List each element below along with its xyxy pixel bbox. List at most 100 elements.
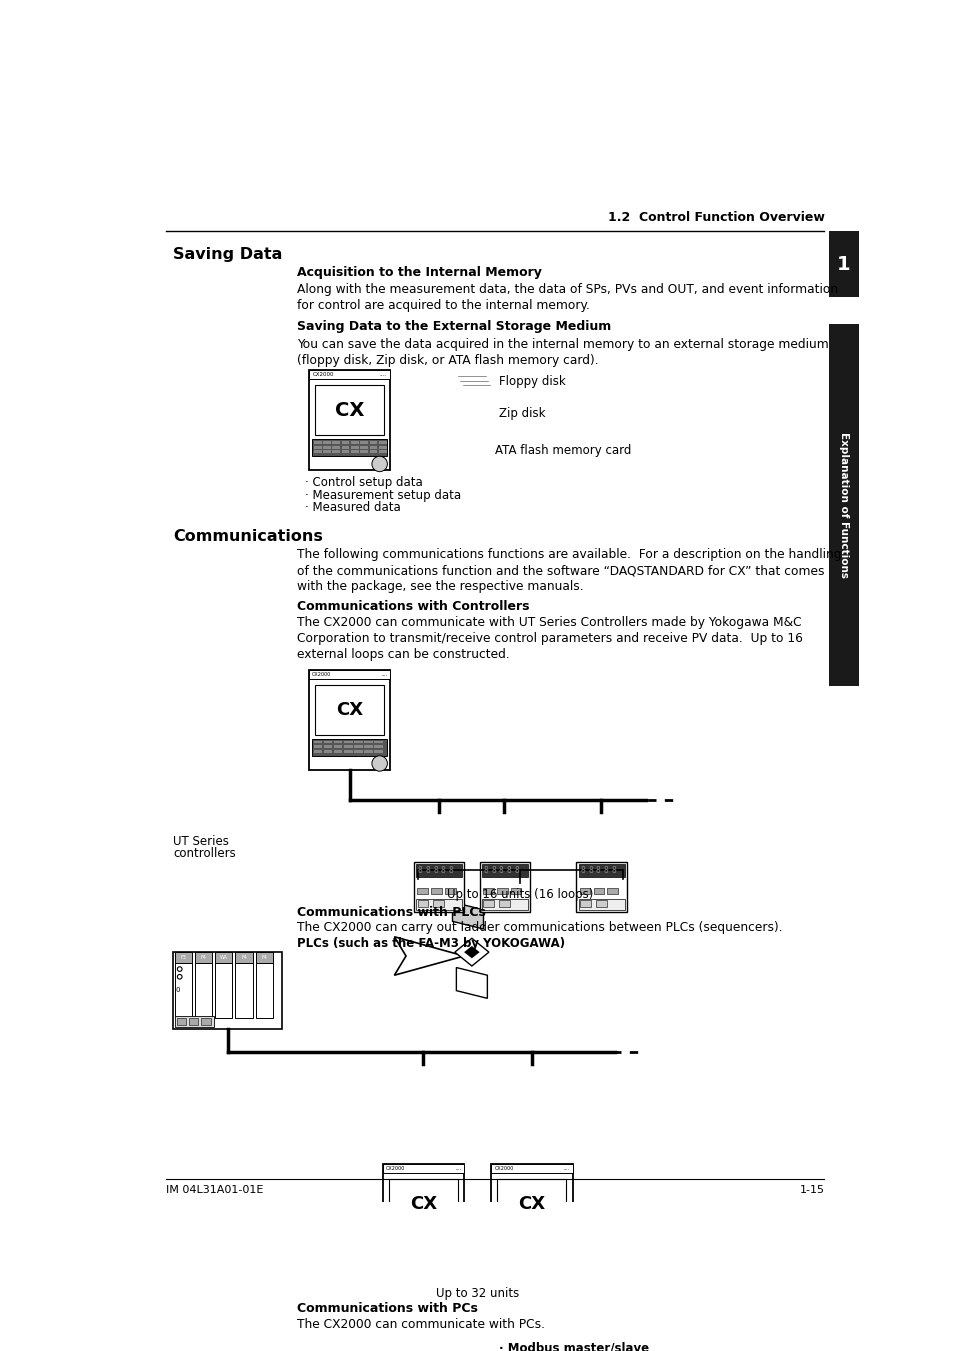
FancyBboxPatch shape xyxy=(579,900,591,908)
Text: · Measured data: · Measured data xyxy=(305,501,400,513)
FancyBboxPatch shape xyxy=(417,900,428,908)
FancyBboxPatch shape xyxy=(354,746,362,748)
FancyBboxPatch shape xyxy=(312,439,387,457)
Text: UT Series: UT Series xyxy=(173,835,229,848)
FancyBboxPatch shape xyxy=(309,370,390,470)
Text: IM 04L31A01-01E: IM 04L31A01-01E xyxy=(166,1185,263,1194)
FancyBboxPatch shape xyxy=(427,1244,436,1247)
FancyBboxPatch shape xyxy=(354,740,362,743)
FancyBboxPatch shape xyxy=(482,888,493,894)
FancyBboxPatch shape xyxy=(525,1235,534,1238)
FancyBboxPatch shape xyxy=(516,1240,524,1243)
Text: of the communications function and the software “DAQSTANDARD for CX” that comes: of the communications function and the s… xyxy=(297,565,824,577)
Text: Floppy disk: Floppy disk xyxy=(498,376,565,388)
Text: Communications with Controllers: Communications with Controllers xyxy=(297,600,530,613)
FancyBboxPatch shape xyxy=(201,1017,211,1025)
FancyBboxPatch shape xyxy=(215,963,233,1017)
FancyBboxPatch shape xyxy=(387,1235,395,1238)
FancyBboxPatch shape xyxy=(416,865,461,877)
Circle shape xyxy=(372,457,387,471)
Text: 1-15: 1-15 xyxy=(799,1185,823,1194)
Text: Along with the measurement data, the data of SPs, PVs and OUT, and event informa: Along with the measurement data, the dat… xyxy=(297,282,838,296)
FancyBboxPatch shape xyxy=(546,1244,555,1247)
FancyBboxPatch shape xyxy=(483,900,494,908)
Text: 8: 8 xyxy=(440,866,445,875)
FancyBboxPatch shape xyxy=(417,1244,426,1247)
Text: 8: 8 xyxy=(596,866,600,875)
FancyBboxPatch shape xyxy=(505,1235,514,1238)
FancyBboxPatch shape xyxy=(374,740,382,743)
FancyBboxPatch shape xyxy=(312,739,387,755)
FancyBboxPatch shape xyxy=(215,952,233,963)
Text: ....: .... xyxy=(563,1166,569,1171)
FancyBboxPatch shape xyxy=(334,750,342,753)
FancyBboxPatch shape xyxy=(364,750,373,753)
FancyBboxPatch shape xyxy=(189,1017,198,1025)
Text: The following communications functions are available.  For a description on the : The following communications functions a… xyxy=(297,549,841,561)
FancyBboxPatch shape xyxy=(255,963,273,1017)
Text: 8: 8 xyxy=(483,866,488,875)
Text: F4: F4 xyxy=(261,955,267,961)
FancyBboxPatch shape xyxy=(427,1240,436,1243)
Text: F4: F4 xyxy=(241,955,247,961)
Text: 8: 8 xyxy=(514,866,518,875)
Text: Up to 16 units (16 loops): Up to 16 units (16 loops) xyxy=(447,888,593,901)
Text: CX2000: CX2000 xyxy=(385,1166,405,1171)
FancyBboxPatch shape xyxy=(479,862,530,912)
Text: CX: CX xyxy=(410,1196,436,1213)
Text: with the package, see the respective manuals.: with the package, see the respective man… xyxy=(297,580,583,593)
Text: 8: 8 xyxy=(611,866,616,875)
FancyBboxPatch shape xyxy=(360,442,368,444)
Text: F3: F3 xyxy=(180,955,187,961)
FancyBboxPatch shape xyxy=(828,231,858,297)
FancyBboxPatch shape xyxy=(505,1244,514,1247)
Text: The CX2000 can carry out ladder communications between PLCs (sequencers).: The CX2000 can carry out ladder communic… xyxy=(297,921,782,935)
Text: Corporation to transmit/receive control parameters and receive PV data.  Up to 1: Corporation to transmit/receive control … xyxy=(297,632,802,644)
FancyBboxPatch shape xyxy=(387,1244,395,1247)
Text: F4: F4 xyxy=(200,955,207,961)
FancyBboxPatch shape xyxy=(332,446,340,449)
FancyBboxPatch shape xyxy=(369,446,377,449)
Text: CX2000: CX2000 xyxy=(494,1166,513,1171)
Text: (floppy disk, Zip disk, or ATA flash memory card).: (floppy disk, Zip disk, or ATA flash mem… xyxy=(297,354,598,367)
FancyBboxPatch shape xyxy=(481,865,527,877)
FancyBboxPatch shape xyxy=(334,746,342,748)
FancyBboxPatch shape xyxy=(556,1240,564,1243)
Text: 1: 1 xyxy=(836,255,850,274)
FancyBboxPatch shape xyxy=(315,685,384,735)
FancyBboxPatch shape xyxy=(195,952,212,963)
FancyBboxPatch shape xyxy=(447,1244,456,1247)
FancyBboxPatch shape xyxy=(397,1240,406,1243)
Text: 8: 8 xyxy=(433,866,437,875)
FancyBboxPatch shape xyxy=(397,1235,406,1238)
FancyBboxPatch shape xyxy=(431,888,441,894)
FancyBboxPatch shape xyxy=(828,324,858,686)
FancyBboxPatch shape xyxy=(378,446,386,449)
Text: · Control setup data: · Control setup data xyxy=(305,477,422,489)
Text: Up to 32 units: Up to 32 units xyxy=(436,1288,518,1300)
Text: Communications with PLCs: Communications with PLCs xyxy=(297,907,486,919)
FancyBboxPatch shape xyxy=(314,442,321,444)
Text: 8: 8 xyxy=(425,866,430,875)
Text: Saving Data to the External Storage Medium: Saving Data to the External Storage Medi… xyxy=(297,320,611,332)
FancyBboxPatch shape xyxy=(351,446,358,449)
Text: 8: 8 xyxy=(603,866,608,875)
Text: for control are acquired to the internal memory.: for control are acquired to the internal… xyxy=(297,299,590,312)
Text: CX: CX xyxy=(335,401,364,420)
Text: The CX2000 can communicate with UT Series Controllers made by Yokogawa M&C: The CX2000 can communicate with UT Serie… xyxy=(297,616,801,628)
FancyBboxPatch shape xyxy=(578,898,624,909)
FancyBboxPatch shape xyxy=(195,963,212,1017)
FancyBboxPatch shape xyxy=(314,450,321,453)
FancyBboxPatch shape xyxy=(494,1233,569,1250)
Text: CX: CX xyxy=(517,1196,545,1213)
FancyBboxPatch shape xyxy=(497,888,507,894)
FancyBboxPatch shape xyxy=(332,442,340,444)
FancyBboxPatch shape xyxy=(314,746,322,748)
Text: Communications with PCs: Communications with PCs xyxy=(297,1302,477,1316)
Text: ....: .... xyxy=(379,373,386,377)
FancyBboxPatch shape xyxy=(525,1244,534,1247)
FancyBboxPatch shape xyxy=(525,1240,534,1243)
FancyBboxPatch shape xyxy=(341,442,349,444)
FancyBboxPatch shape xyxy=(516,1235,524,1238)
Circle shape xyxy=(372,755,387,771)
